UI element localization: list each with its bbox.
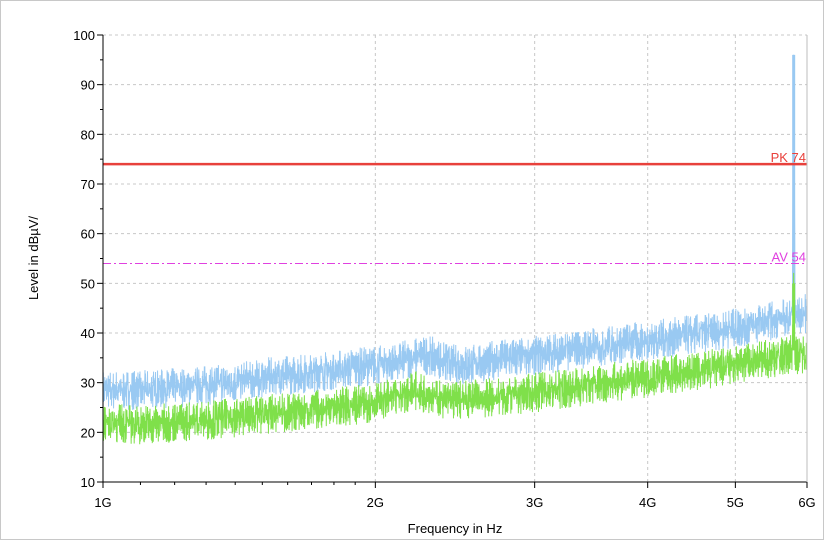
vertical-gridlines <box>374 35 736 482</box>
y-tick-label: 80 <box>81 127 95 142</box>
y-tick-label: 40 <box>81 326 95 341</box>
limit-label: PK 74 <box>771 150 806 165</box>
x-tick-label: 4G <box>639 495 656 510</box>
y-axis-title: Level in dBµV/ <box>26 216 41 300</box>
x-axis-ticks: 1G 2G 3G 4G 5G 6G <box>94 482 816 510</box>
limit-lines-layer: PK 74 AV 54 <box>103 150 807 264</box>
x-tick-label: 1G <box>94 495 111 510</box>
x-tick-label: 6G <box>798 495 815 510</box>
y-tick-label: 20 <box>81 425 95 440</box>
x-tick-label: 3G <box>526 495 543 510</box>
x-tick-label: 2G <box>367 495 384 510</box>
y-tick-label: 30 <box>81 376 95 391</box>
series-trace-1 <box>102 54 808 410</box>
x-axis-title: Frequency in Hz <box>408 521 503 536</box>
limit-label: AV 54 <box>772 249 806 264</box>
y-tick-label: 70 <box>81 177 95 192</box>
series-layer <box>102 54 808 445</box>
y-tick-label: 100 <box>73 28 95 43</box>
y-tick-label: 60 <box>81 227 95 242</box>
y-axis-ticks: 10 20 30 40 50 60 70 80 90 100 <box>73 28 103 490</box>
y-tick-label: 90 <box>81 78 95 93</box>
x-tick-label: 5G <box>727 495 744 510</box>
y-tick-label: 10 <box>81 475 95 490</box>
y-tick-label: 50 <box>81 276 95 291</box>
series-trace-2 <box>102 272 808 445</box>
